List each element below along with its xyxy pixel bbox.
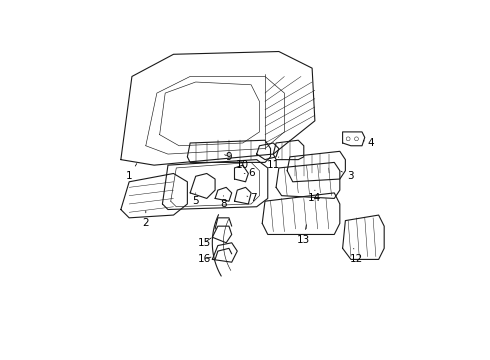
Text: 10: 10 xyxy=(236,160,249,170)
Text: 4: 4 xyxy=(363,138,374,148)
Text: 16: 16 xyxy=(197,255,211,264)
Text: 9: 9 xyxy=(224,152,232,162)
Text: 3: 3 xyxy=(341,171,354,181)
Text: 5: 5 xyxy=(193,193,199,206)
Text: 8: 8 xyxy=(220,195,227,209)
Text: 13: 13 xyxy=(297,225,311,245)
Text: 14: 14 xyxy=(308,190,321,203)
Text: 7: 7 xyxy=(247,193,257,203)
Text: 11: 11 xyxy=(267,157,280,170)
Text: 1: 1 xyxy=(126,163,137,181)
Text: 2: 2 xyxy=(143,211,149,228)
Text: 6: 6 xyxy=(244,168,254,179)
Text: 15: 15 xyxy=(197,238,211,248)
Text: 12: 12 xyxy=(350,248,363,264)
